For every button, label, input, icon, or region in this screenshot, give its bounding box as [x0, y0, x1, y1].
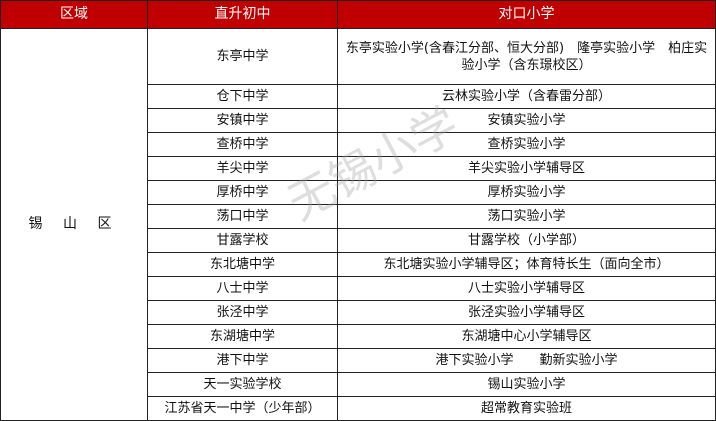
table-row: 查桥中学 查桥实验小学 — [1, 132, 716, 157]
header-region: 区域 — [0, 0, 148, 29]
table-row: 港下中学 港下实验小学 勤新实验小学 — [1, 348, 716, 373]
primary-school-cell: 查桥实验小学 — [337, 132, 716, 157]
primary-school-cell: 东亭实验小学(含春江分部、恒大分部) 隆亭实验小学 柏庄实验小学（含东璟校区） — [337, 28, 716, 85]
primary-school-cell: 安镇实验小学 — [337, 108, 716, 133]
table-row: 厚桥中学 厚桥实验小学 — [1, 180, 716, 205]
table-row: 东北塘中学 东北塘实验小学辅导区；体育特长生（面向全市） — [1, 252, 716, 277]
table-row: 张泾中学 张泾实验小学辅导区 — [1, 300, 716, 325]
header-primary-school: 对口小学 — [337, 0, 716, 29]
region-cell: 锡 山 区 — [0, 28, 148, 421]
middle-school-cell: 东湖塘中学 — [147, 324, 338, 349]
primary-school-cell: 东北塘实验小学辅导区；体育特长生（面向全市） — [337, 252, 716, 277]
table-row: 荡口中学 荡口实验小学 — [1, 204, 716, 229]
header-middle-school: 直升初中 — [147, 0, 338, 29]
primary-school-cell: 荡口实验小学 — [337, 204, 716, 229]
primary-school-cell: 张泾实验小学辅导区 — [337, 300, 716, 325]
middle-school-cell: 羊尖中学 — [147, 156, 338, 181]
table-row: 安镇中学 安镇实验小学 — [1, 108, 716, 133]
middle-school-cell: 港下中学 — [147, 348, 338, 373]
middle-school-cell: 荡口中学 — [147, 204, 338, 229]
table-row: 甘露学校 甘露学校（小学部） — [1, 228, 716, 253]
table-row: 天一实验学校 锡山实验小学 — [1, 372, 716, 397]
middle-school-cell: 东北塘中学 — [147, 252, 338, 277]
header-row: 区域 直升初中 对口小学 — [0, 0, 716, 29]
middle-school-cell: 甘露学校 — [147, 228, 338, 253]
table-row: 仓下中学 云林实验小学（含春雷分部） — [1, 84, 716, 109]
middle-school-cell: 厚桥中学 — [147, 180, 338, 205]
primary-school-cell: 厚桥实验小学 — [337, 180, 716, 205]
table-row: 羊尖中学 羊尖实验小学辅导区 — [1, 156, 716, 181]
primary-school-cell: 羊尖实验小学辅导区 — [337, 156, 716, 181]
primary-school-cell: 超常教育实验班 — [337, 396, 716, 421]
middle-school-cell: 江苏省天一中学（少年部） — [147, 396, 338, 421]
middle-school-cell: 天一实验学校 — [147, 372, 338, 397]
primary-school-cell: 锡山实验小学 — [337, 372, 716, 397]
table-row: 锡 山 区东亭中学 东亭实验小学(含春江分部、恒大分部) 隆亭实验小学 柏庄实验小… — [0, 28, 716, 421]
primary-school-cell: 甘露学校（小学部） — [337, 228, 716, 253]
middle-school-cell: 安镇中学 — [147, 108, 338, 133]
middle-school-cell: 仓下中学 — [147, 84, 338, 109]
middle-school-cell: 东亭中学 — [147, 28, 338, 85]
middle-school-cell: 张泾中学 — [147, 300, 338, 325]
primary-school-cell: 港下实验小学 勤新实验小学 — [337, 348, 716, 373]
table-row: 江苏省天一中学（少年部） 超常教育实验班 — [1, 396, 716, 421]
middle-school-cell: 八士中学 — [147, 276, 338, 301]
primary-school-cell: 东湖塘中心小学辅导区 — [337, 324, 716, 349]
primary-school-cell: 云林实验小学（含春雷分部） — [337, 84, 716, 109]
middle-school-cell: 查桥中学 — [147, 132, 338, 157]
primary-school-cell: 八士实验小学辅导区 — [337, 276, 716, 301]
